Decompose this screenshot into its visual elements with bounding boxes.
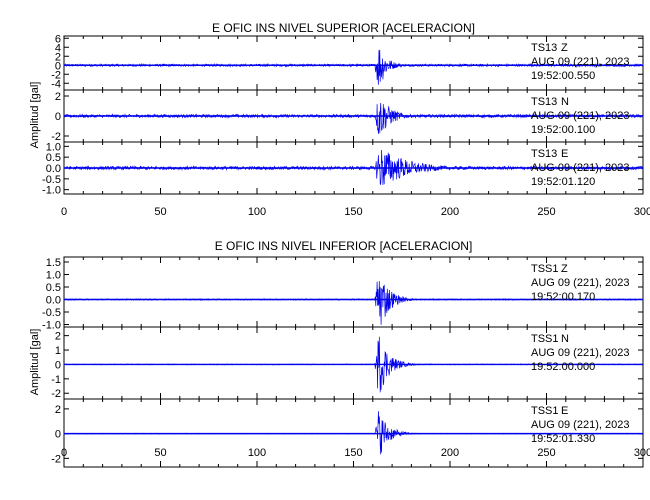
chart-title: E OFIC INS NIVEL INFERIOR [ACELERACION] [215, 239, 473, 253]
component-code: N [561, 96, 569, 108]
x-tick-label: 250 [537, 447, 555, 459]
waveform-trace [63, 102, 644, 134]
y-tick-label: 4 [55, 42, 61, 54]
y-tick-label: -0.5 [42, 307, 61, 319]
record-date: AUG 09 (221), 2023 [531, 56, 629, 68]
x-tick-label: 0 [61, 447, 67, 459]
x-tick-label: 100 [248, 447, 266, 459]
chart-2: E OFIC INS NIVEL INFERIOR [ACELERACION] 1… [29, 239, 650, 468]
y-tick-label: -2 [51, 388, 61, 400]
y-tick-label: 1.0 [46, 270, 61, 282]
station-code: TS13 [531, 42, 557, 54]
record-time: 19:52:01.330 [531, 433, 595, 445]
y-tick-label: -2 [51, 131, 61, 143]
x-tick-label: 250 [537, 206, 555, 218]
component-code: Z [561, 263, 568, 275]
waveform-trace [63, 336, 644, 393]
station-code: TSS1 [531, 405, 559, 417]
y-tick-label: 2 [55, 51, 61, 63]
y-tick-label: 2 [55, 331, 61, 343]
chart-1: E OFIC INS NIVEL SUPERIOR [ACELERACION]6… [29, 21, 650, 218]
y-tick-label: 0.0 [46, 163, 61, 175]
y-tick-label: 0.5 [46, 152, 61, 164]
station-annotation: TSS1 N AUG 09 (221), 2023 19:52:00.000 [531, 333, 629, 373]
x-tick-label: 150 [344, 447, 362, 459]
x-tick-label: 300 [634, 206, 650, 218]
y-tick-label: -2 [51, 453, 61, 465]
x-tick-label: 150 [344, 206, 362, 218]
x-tick-label: 50 [154, 447, 166, 459]
station-annotation: TS13 N AUG 09 (221), 2023 19:52:00.100 [531, 96, 629, 136]
trace-panel: 2 1 0 -1 -2 TSS1 N AUG 09 (221), 2023 19:52:00.0… [51, 326, 644, 400]
component-code: E [561, 148, 568, 160]
y-tick-label: -2 [51, 69, 61, 81]
y-tick-label: 2 [55, 404, 61, 416]
waveform-trace [63, 149, 644, 186]
y-tick-label: 1.0 [46, 141, 61, 153]
component-code: N [561, 333, 569, 345]
y-tick-label: 0 [55, 111, 61, 123]
y-axis-label: Amplitud [gal] [29, 329, 41, 396]
y-tick-label: 1.5 [46, 257, 61, 269]
x-tick-label: 100 [248, 206, 266, 218]
x-tick-label: 200 [441, 447, 459, 459]
y-tick-label: -0.5 [42, 174, 61, 186]
y-tick-label: 0 [55, 359, 61, 371]
station-annotation: TSS1 Z AUG 09 (221), 2023 19:52:00.170 [531, 263, 629, 303]
trace-panel: 1.51.00.50.0-0.5-1.0 TSS1 Z AUG 09 (221), 2… [42, 256, 644, 332]
waveform-trace [63, 411, 644, 455]
chart-title: E OFIC INS NIVEL SUPERIOR [ACELERACION] [212, 21, 475, 35]
y-tick-label: -4 [51, 78, 61, 90]
waveform-trace [63, 49, 644, 85]
record-time: 19:52:00.170 [531, 291, 595, 303]
y-tick-label: 2 [55, 91, 61, 103]
x-tick-label: 300 [634, 447, 650, 459]
x-tick-label: 0 [61, 206, 67, 218]
component-code: E [561, 405, 568, 417]
station-annotation: TS13 E AUG 09 (221), 2023 19:52:01.120 [531, 148, 629, 188]
record-time: 19:52:00.000 [531, 361, 595, 373]
waveform-trace [63, 281, 644, 325]
record-time: 19:52:00.550 [531, 70, 595, 82]
station-code: TSS1 [531, 263, 559, 275]
station-annotation: TS13 Z AUG 09 (221), 2023 19:52:00.550 [531, 42, 629, 82]
record-date: AUG 09 (221), 2023 [531, 110, 629, 122]
component-code: Z [561, 42, 568, 54]
y-tick-label: -1.0 [42, 320, 61, 332]
record-date: AUG 09 (221), 2023 [531, 419, 629, 431]
y-tick-label: -1 [51, 374, 61, 386]
station-code: TS13 [531, 96, 557, 108]
trace-panel: 1.00.50.0-0.5-1.0 TS13 E AUG 09 (221), 2023… [42, 141, 644, 197]
station-annotation: TSS1 E AUG 09 (221), 2023 19:52:01.330 [531, 405, 629, 445]
record-date: AUG 09 (221), 2023 [531, 162, 629, 174]
y-tick-label: 0 [55, 429, 61, 441]
y-tick-label: 0 [55, 60, 61, 72]
record-date: AUG 09 (221), 2023 [531, 347, 629, 359]
y-tick-label: 0.5 [46, 282, 61, 294]
record-time: 19:52:01.120 [531, 176, 595, 188]
trace-panel: 2 0 -2 TS13 N AUG 09 (221), 2023 19:52:00.100 [51, 89, 644, 143]
record-date: AUG 09 (221), 2023 [531, 277, 629, 289]
y-tick-label: 6 [55, 33, 61, 45]
y-axis-label: Amplitud [gal] [29, 82, 41, 149]
record-time: 19:52:00.100 [531, 124, 595, 136]
y-tick-label: 1 [55, 345, 61, 357]
y-tick-label: -1.0 [42, 185, 61, 197]
x-tick-label: 50 [154, 206, 166, 218]
station-code: TS13 [531, 148, 557, 160]
station-code: TSS1 [531, 333, 559, 345]
y-tick-label: 0.0 [46, 295, 61, 307]
x-tick-label: 200 [441, 206, 459, 218]
